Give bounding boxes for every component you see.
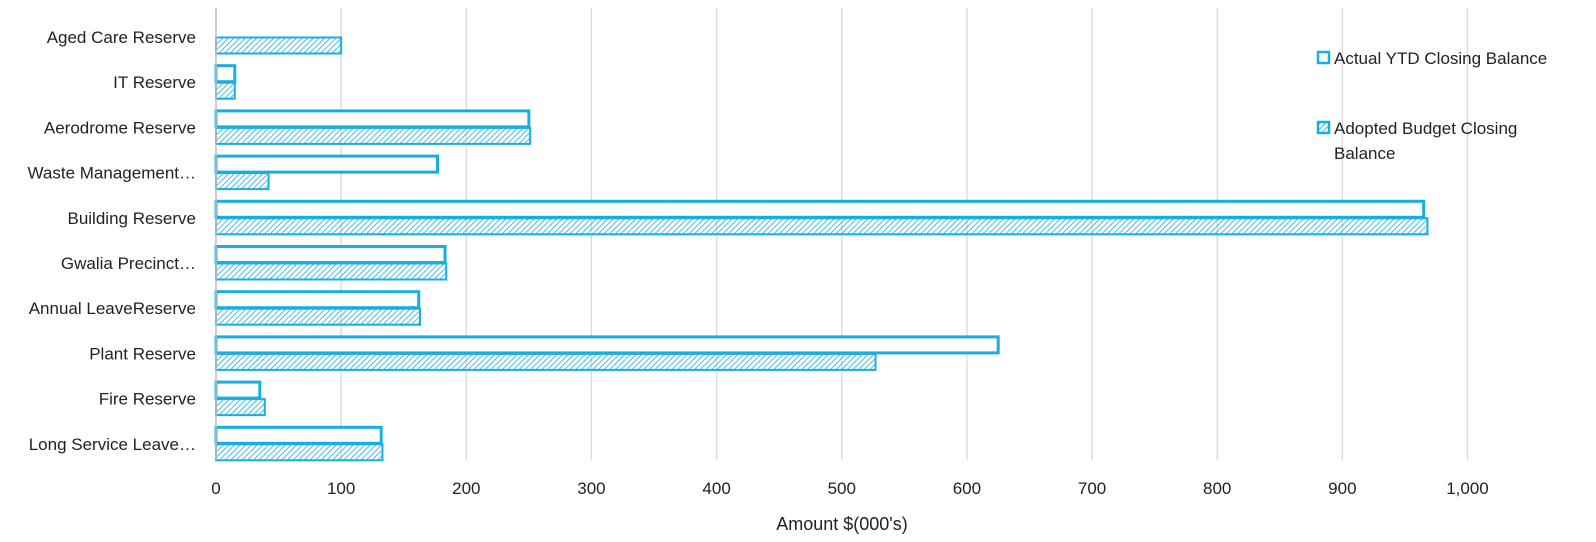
bar-adopted-budget	[215, 217, 1429, 236]
category-label: Plant Reserve	[89, 344, 196, 363]
bar-actual-ytd	[214, 290, 421, 310]
category-label: Waste Management…	[28, 164, 197, 183]
bar-adopted-budget	[215, 262, 448, 281]
bar-actual-ytd	[214, 335, 1000, 355]
bar-adopted-budget	[215, 126, 532, 145]
bar-actual-ytd	[214, 64, 237, 84]
bar-actual-ytd	[214, 154, 440, 174]
legend-swatch-actual	[1316, 50, 1331, 65]
bar-adopted-budget	[215, 172, 270, 191]
category-label: Aged Care Reserve	[47, 28, 196, 47]
x-tick-label: 300	[577, 479, 605, 498]
legend-label-actual: Actual YTD Closing Balance	[1334, 49, 1547, 68]
bar-adopted-budget	[215, 307, 421, 326]
bar-actual-ytd	[214, 380, 262, 400]
x-tick-label: 800	[1203, 479, 1231, 498]
x-tick-label: 600	[953, 479, 981, 498]
category-label: Gwalia Precinct…	[61, 254, 196, 273]
category-label: IT Reserve	[113, 73, 196, 92]
x-axis-title: Amount $(000's)	[776, 514, 908, 534]
x-tick-label: 1,000	[1446, 479, 1489, 498]
bar-adopted-budget	[215, 36, 343, 55]
category-label: Building Reserve	[67, 209, 196, 228]
x-tick-label: 500	[828, 479, 856, 498]
bar-actual-ytd	[214, 199, 1426, 219]
legend-label-budget: Adopted Budget Closing Balance	[1334, 119, 1522, 163]
bar-adopted-budget	[215, 81, 236, 100]
x-tick-label: 0	[211, 479, 220, 498]
legend: Actual YTD Closing Balance Adopted Budge…	[1316, 49, 1547, 163]
x-tick-label: 900	[1328, 479, 1356, 498]
bar-actual-ytd	[214, 109, 531, 129]
category-label: Fire Reserve	[99, 390, 196, 409]
bar-actual-ytd	[214, 425, 383, 445]
bar-actual-ytd	[214, 245, 447, 264]
labels: 0 100 200 300 400 500 600 700 800 900 1,000 Aged Ca…	[28, 28, 1489, 498]
x-tick-label: 700	[1078, 479, 1106, 498]
x-tick-label: 400	[702, 479, 730, 498]
category-label: Long Service Leave…	[29, 435, 196, 454]
bar-adopted-budget	[215, 398, 266, 417]
bar-adopted-budget	[215, 443, 384, 462]
bar-adopted-budget	[215, 352, 877, 371]
category-label: Annual LeaveReserve	[29, 299, 196, 318]
bars	[214, 36, 1429, 462]
legend-swatch-budget	[1316, 120, 1331, 135]
category-label: Aerodrome Reserve	[44, 118, 196, 137]
x-tick-label: 100	[327, 479, 355, 498]
x-tick-label: 200	[452, 479, 480, 498]
